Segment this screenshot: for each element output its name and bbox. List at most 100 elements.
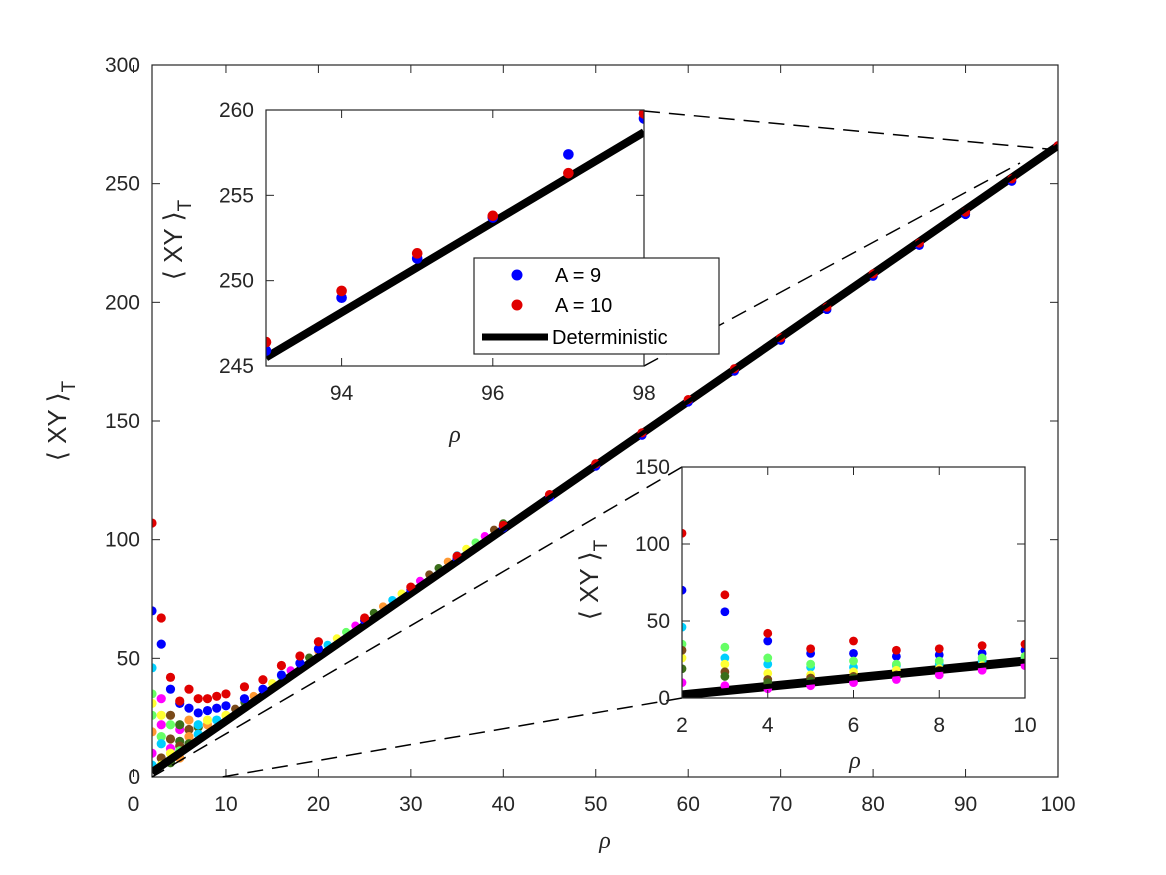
main-point xyxy=(193,694,203,704)
inset_bottom-x-tick-label: 6 xyxy=(848,714,860,737)
inset_bottom-point xyxy=(720,672,730,681)
inset_bottom-point xyxy=(720,659,730,669)
main-point xyxy=(276,670,287,680)
main-point xyxy=(184,703,194,713)
main-extra-point xyxy=(156,710,166,720)
main-point xyxy=(295,651,305,661)
inset_bottom-point xyxy=(934,650,944,660)
main-point xyxy=(239,682,250,692)
main-extra-point xyxy=(184,732,194,742)
inset_bottom-point xyxy=(891,652,901,661)
main-point xyxy=(156,613,166,623)
inset-bottom-y-axis-label-subscript: T xyxy=(591,539,612,551)
main-extra-point xyxy=(165,710,176,720)
legend-marker-a9 xyxy=(511,269,523,281)
inset_bottom-point xyxy=(720,681,730,691)
main-y-axis-label: ⟨ XY ⟩T xyxy=(42,380,80,461)
main-x-tick-label: 50 xyxy=(584,793,607,816)
inset-top-y-axis-label-subscript: T xyxy=(175,199,196,211)
main-point xyxy=(239,694,250,704)
main-extra-point xyxy=(152,710,157,720)
inset_top-y-tick-label: 250 xyxy=(219,270,254,293)
inset_bottom-x-tick-label: 8 xyxy=(933,714,945,737)
main-y-tick-label: 250 xyxy=(105,173,140,196)
inset-bottom-y-axis-label-text: ⟨ XY ⟩T xyxy=(574,539,612,620)
main-extra-point xyxy=(202,715,213,725)
main-point xyxy=(165,672,176,682)
main-point xyxy=(212,703,222,713)
inset-top-y-axis-label-main: ⟨ XY ⟩ xyxy=(158,211,188,280)
inset-top-frame xyxy=(265,109,645,367)
inset_bottom-point xyxy=(763,659,773,669)
inset_bottom-point xyxy=(720,642,730,652)
inset_bottom-y-tick-label: 50 xyxy=(647,610,670,633)
main-y-tick-label: 300 xyxy=(105,54,140,77)
main-point xyxy=(276,660,287,671)
inset_bottom-point xyxy=(977,641,987,651)
main-y-tick-label: 100 xyxy=(105,529,140,552)
main-x-tick-label: 0 xyxy=(128,793,140,816)
main-extra-point xyxy=(152,727,157,737)
inset_bottom-point xyxy=(891,675,901,684)
main-point xyxy=(184,684,194,694)
inset_bottom-point xyxy=(720,607,730,617)
main-point xyxy=(175,696,185,706)
main-plot-marks xyxy=(152,141,1058,776)
inset_bottom-point xyxy=(682,653,687,663)
inset_top-point xyxy=(266,345,272,356)
inset_bottom-point xyxy=(763,628,773,638)
inset_top-y-tick-label: 255 xyxy=(219,184,254,207)
main-x-tick-label: 40 xyxy=(492,793,515,816)
inset-bottom-y-axis-label-main: ⟨ XY ⟩ xyxy=(574,551,604,620)
inset_bottom-y-tick-label: 0 xyxy=(658,687,670,710)
inset_top-point xyxy=(336,285,347,297)
legend-marker-a10 xyxy=(511,299,523,311)
main-point xyxy=(258,675,268,685)
inset_bottom-point xyxy=(934,670,944,680)
inset_top-x-tick-label: 94 xyxy=(330,382,354,405)
zoom-connector-top-lower xyxy=(643,162,1021,367)
main-y-tick-label: 0 xyxy=(128,766,140,789)
main-y-axis-label-subscript: T xyxy=(59,380,80,392)
main-point xyxy=(221,689,231,699)
inset_bottom-point xyxy=(806,659,816,669)
main-extra-point xyxy=(156,694,166,704)
main-extra-point xyxy=(165,720,176,730)
main-extra-point xyxy=(156,739,166,749)
inset-top-y-axis-label: ⟨ XY ⟩T xyxy=(158,199,196,280)
main-extra-point xyxy=(156,732,166,742)
inset_bottom-point xyxy=(682,528,687,538)
inset-top-y-axis-label-text: ⟨ XY ⟩T xyxy=(158,199,196,280)
inset_bottom-point xyxy=(849,656,858,666)
inset-top-ticks: 94 96 98 245 250 255 260 xyxy=(219,99,656,405)
inset_bottom-point xyxy=(849,636,858,646)
inset-top-marks xyxy=(266,110,644,361)
main-y-axis-label-text: ⟨ XY ⟩T xyxy=(42,380,80,461)
main-extra-point xyxy=(165,734,176,744)
main-extra-point xyxy=(152,748,157,758)
main-x-tick-label: 30 xyxy=(399,793,422,816)
inset_top-x-tick-label: 98 xyxy=(632,382,655,405)
main-y-tick-label: 50 xyxy=(117,647,140,670)
zoom-connector-top-upper xyxy=(643,110,1059,151)
main-point xyxy=(221,701,231,711)
inset_top-y-tick-label: 245 xyxy=(219,355,254,378)
inset_bottom-point xyxy=(934,644,944,654)
inset_bottom-point xyxy=(763,636,773,646)
main-point xyxy=(165,684,176,694)
inset-top-x-axis-label: ρ xyxy=(448,422,461,448)
inset_top-point xyxy=(563,149,574,160)
main-plot: 0 10 20 30 40 50 60 70 80 90 100050100150200250300… xyxy=(42,54,1076,854)
inset_top-x-tick-label: 96 xyxy=(481,382,504,405)
inset_bottom-y-tick-label: 150 xyxy=(635,456,670,479)
main-point xyxy=(212,691,222,701)
zoom-connectors xyxy=(151,110,1059,778)
inset_bottom-point xyxy=(682,664,687,674)
legend-label-a10: A = 10 xyxy=(555,295,612,317)
main-point xyxy=(202,694,213,704)
inset_top-deterministic-line xyxy=(266,128,644,361)
main-point xyxy=(156,639,166,649)
